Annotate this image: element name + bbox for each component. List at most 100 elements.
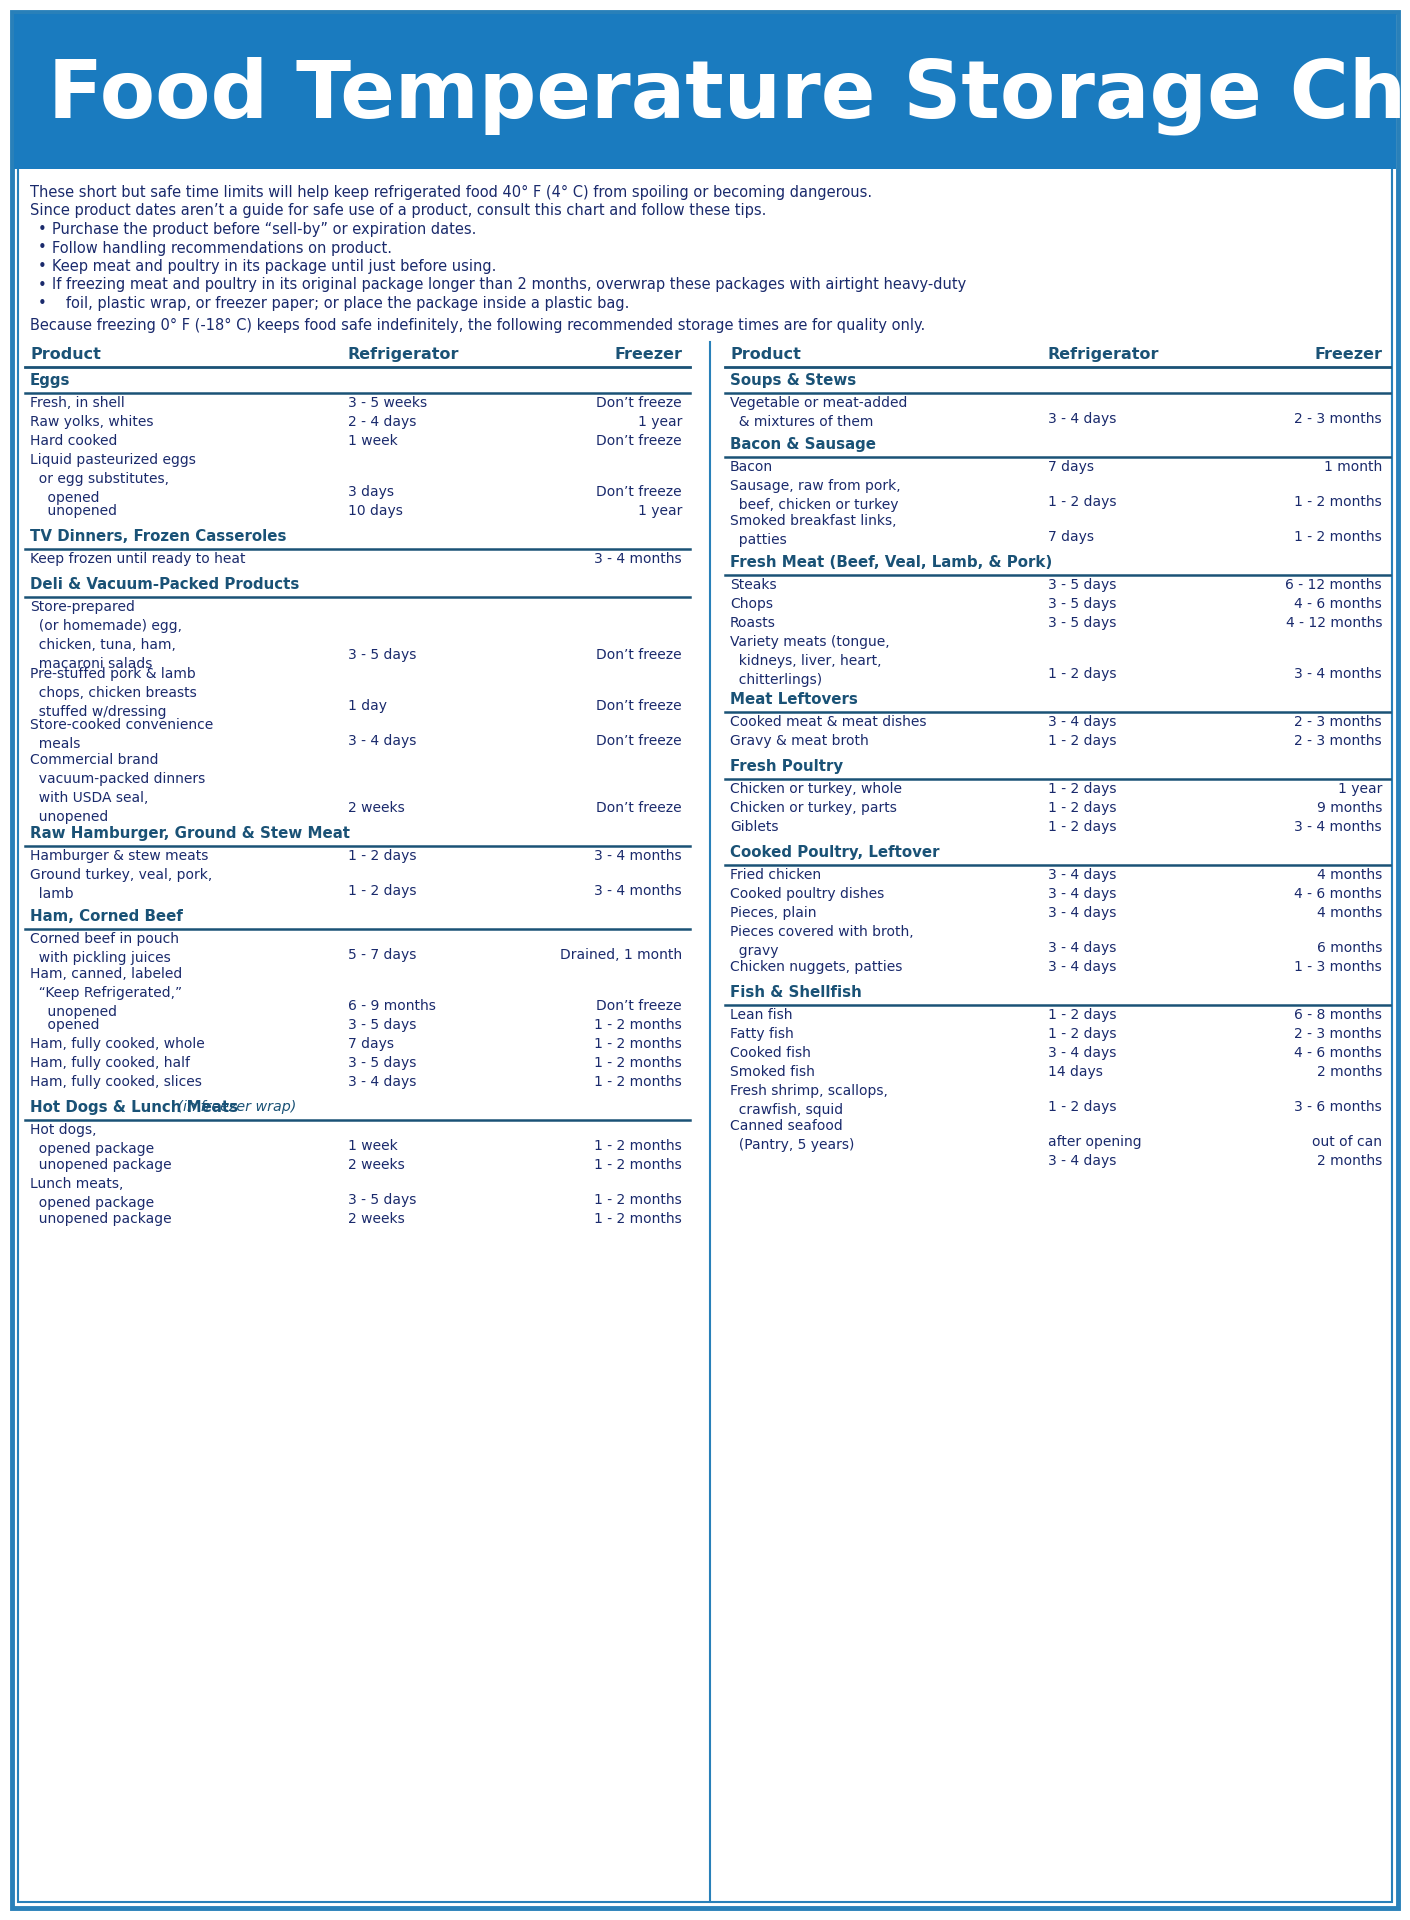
Text: Cooked meat & meat dishes: Cooked meat & meat dishes (730, 714, 926, 730)
Text: •: • (38, 278, 47, 292)
Text: 1 week: 1 week (347, 1139, 398, 1154)
Text: 1 - 2 months: 1 - 2 months (594, 1075, 682, 1089)
Text: Cooked poultry dishes: Cooked poultry dishes (730, 887, 884, 900)
Text: 3 - 4 days: 3 - 4 days (347, 733, 416, 749)
Text: 1 year: 1 year (1338, 781, 1382, 797)
Text: 6 months: 6 months (1317, 941, 1382, 954)
Text: Soups & Stews: Soups & Stews (730, 372, 856, 388)
Text: Don’t freeze: Don’t freeze (596, 486, 682, 499)
Text: 1 - 2 days: 1 - 2 days (1048, 820, 1117, 833)
Text: Chicken or turkey, whole: Chicken or turkey, whole (730, 781, 902, 797)
Text: 1 - 3 months: 1 - 3 months (1294, 960, 1382, 973)
Text: 1 - 2 months: 1 - 2 months (1294, 530, 1382, 543)
Text: These short but safe time limits will help keep refrigerated food 40° F (4° C) f: These short but safe time limits will he… (30, 184, 873, 200)
Text: Refrigerator: Refrigerator (347, 348, 460, 363)
Text: Raw yolks, whites: Raw yolks, whites (30, 415, 154, 428)
Text: Store-cooked convenience
  meals: Store-cooked convenience meals (30, 718, 213, 751)
Text: Don’t freeze: Don’t freeze (596, 733, 682, 749)
Text: Drained, 1 month: Drained, 1 month (560, 948, 682, 962)
Text: 1 - 2 days: 1 - 2 days (347, 883, 416, 899)
Text: unopened package: unopened package (30, 1212, 172, 1227)
Text: 5 - 7 days: 5 - 7 days (347, 948, 416, 962)
Text: 3 - 4 days: 3 - 4 days (1048, 941, 1115, 954)
Text: Ham, fully cooked, whole: Ham, fully cooked, whole (30, 1037, 204, 1050)
Text: 3 - 5 weeks: 3 - 5 weeks (347, 396, 427, 411)
Text: 1 - 2 days: 1 - 2 days (1048, 781, 1117, 797)
Text: Steaks: Steaks (730, 578, 777, 591)
Text: 3 - 5 days: 3 - 5 days (347, 1018, 416, 1033)
Text: Hamburger & stew meats: Hamburger & stew meats (30, 849, 209, 862)
Text: Refrigerator: Refrigerator (1048, 348, 1159, 363)
Text: 3 - 4 days: 3 - 4 days (1048, 714, 1115, 730)
Text: Don’t freeze: Don’t freeze (596, 801, 682, 814)
Text: 1 - 2 days: 1 - 2 days (1048, 733, 1117, 749)
Text: opened: opened (30, 1018, 100, 1033)
Text: Bacon & Sausage: Bacon & Sausage (730, 438, 876, 451)
Text: 3 - 6 months: 3 - 6 months (1294, 1100, 1382, 1114)
Text: •: • (38, 223, 47, 236)
Text: 1 year: 1 year (637, 415, 682, 428)
Text: 3 - 4 months: 3 - 4 months (595, 883, 682, 899)
Text: 3 - 4 days: 3 - 4 days (1048, 413, 1115, 426)
Text: Purchase the product before “sell-by” or expiration dates.: Purchase the product before “sell-by” or… (52, 223, 477, 236)
Text: Don’t freeze: Don’t freeze (596, 396, 682, 411)
Text: 2 months: 2 months (1317, 1066, 1382, 1079)
Text: 4 - 12 months: 4 - 12 months (1286, 616, 1382, 630)
Text: 7 days: 7 days (1048, 461, 1094, 474)
Text: If freezing meat and poultry in its original package longer than 2 months, overw: If freezing meat and poultry in its orig… (52, 278, 966, 292)
Text: Hot dogs,
  opened package: Hot dogs, opened package (30, 1123, 154, 1156)
Text: Since product dates aren’t a guide for safe use of a product, consult this chart: Since product dates aren’t a guide for s… (30, 202, 767, 217)
Text: Hot Dogs & Lunch Meats: Hot Dogs & Lunch Meats (30, 1100, 238, 1116)
Text: 1 week: 1 week (347, 434, 398, 447)
Text: 4 - 6 months: 4 - 6 months (1294, 1046, 1382, 1060)
Text: Liquid pasteurized eggs
  or egg substitutes,
    opened: Liquid pasteurized eggs or egg substitut… (30, 453, 196, 505)
Text: Fresh shrimp, scallops,
  crawfish, squid: Fresh shrimp, scallops, crawfish, squid (730, 1085, 888, 1117)
Text: Ham, fully cooked, slices: Ham, fully cooked, slices (30, 1075, 202, 1089)
Text: Because freezing 0° F (-18° C) keeps food safe indefinitely, the following recom: Because freezing 0° F (-18° C) keeps foo… (30, 317, 925, 332)
Text: 3 - 4 days: 3 - 4 days (1048, 1046, 1115, 1060)
Text: 1 month: 1 month (1324, 461, 1382, 474)
Bar (14, 13, 1396, 169)
Text: Canned seafood
  (Pantry, 5 years): Canned seafood (Pantry, 5 years) (730, 1119, 854, 1152)
Text: Cooked fish: Cooked fish (730, 1046, 811, 1060)
Text: Chops: Chops (730, 597, 773, 611)
Text: 4 - 6 months: 4 - 6 months (1294, 887, 1382, 900)
Text: Cooked Poultry, Leftover: Cooked Poultry, Leftover (730, 845, 939, 860)
Text: out of can
2 months: out of can 2 months (1311, 1135, 1382, 1167)
Text: Deli & Vacuum-Packed Products: Deli & Vacuum-Packed Products (30, 578, 299, 591)
Text: foil, plastic wrap, or freezer paper; or place the package inside a plastic bag.: foil, plastic wrap, or freezer paper; or… (52, 296, 629, 311)
Text: 1 - 2 months: 1 - 2 months (594, 1192, 682, 1208)
Text: TV Dinners, Frozen Casseroles: TV Dinners, Frozen Casseroles (30, 530, 286, 543)
Text: 2 - 4 days: 2 - 4 days (347, 415, 416, 428)
Text: 3 - 5 days: 3 - 5 days (347, 1192, 416, 1208)
Text: after opening
3 - 4 days: after opening 3 - 4 days (1048, 1135, 1141, 1167)
Text: 2 weeks: 2 weeks (347, 801, 405, 814)
Text: 14 days: 14 days (1048, 1066, 1103, 1079)
Text: 3 days: 3 days (347, 486, 393, 499)
Text: 1 - 2 months: 1 - 2 months (594, 1212, 682, 1227)
Text: 3 - 4 days: 3 - 4 days (347, 1075, 416, 1089)
Text: Gravy & meat broth: Gravy & meat broth (730, 733, 869, 749)
Text: Keep meat and poultry in its package until just before using.: Keep meat and poultry in its package unt… (52, 259, 496, 275)
Text: 7 days: 7 days (347, 1037, 393, 1050)
Text: 3 - 4 months: 3 - 4 months (595, 849, 682, 862)
Text: Chicken nuggets, patties: Chicken nuggets, patties (730, 960, 902, 973)
Text: 1 - 2 days: 1 - 2 days (1048, 495, 1117, 509)
Text: 1 - 2 days: 1 - 2 days (1048, 666, 1117, 682)
Text: Pieces, plain: Pieces, plain (730, 906, 816, 920)
Text: Raw Hamburger, Ground & Stew Meat: Raw Hamburger, Ground & Stew Meat (30, 826, 350, 841)
Text: Eggs: Eggs (30, 372, 70, 388)
Text: 1 - 2 days: 1 - 2 days (1048, 801, 1117, 814)
Text: 1 - 2 days: 1 - 2 days (1048, 1100, 1117, 1114)
Text: 3 - 4 months: 3 - 4 months (1294, 666, 1382, 682)
Text: Food Temperature Storage Chart: Food Temperature Storage Chart (48, 56, 1410, 134)
Text: Fresh Meat (Beef, Veal, Lamb, & Pork): Fresh Meat (Beef, Veal, Lamb, & Pork) (730, 555, 1052, 570)
Text: 1 - 2 months: 1 - 2 months (594, 1139, 682, 1154)
Text: •: • (38, 259, 47, 275)
Text: Lean fish: Lean fish (730, 1008, 792, 1021)
Text: 4 months: 4 months (1317, 906, 1382, 920)
Text: Fried chicken: Fried chicken (730, 868, 821, 881)
Text: •: • (38, 240, 47, 255)
Text: 1 year: 1 year (637, 503, 682, 518)
Text: 3 - 4 days: 3 - 4 days (1048, 887, 1115, 900)
